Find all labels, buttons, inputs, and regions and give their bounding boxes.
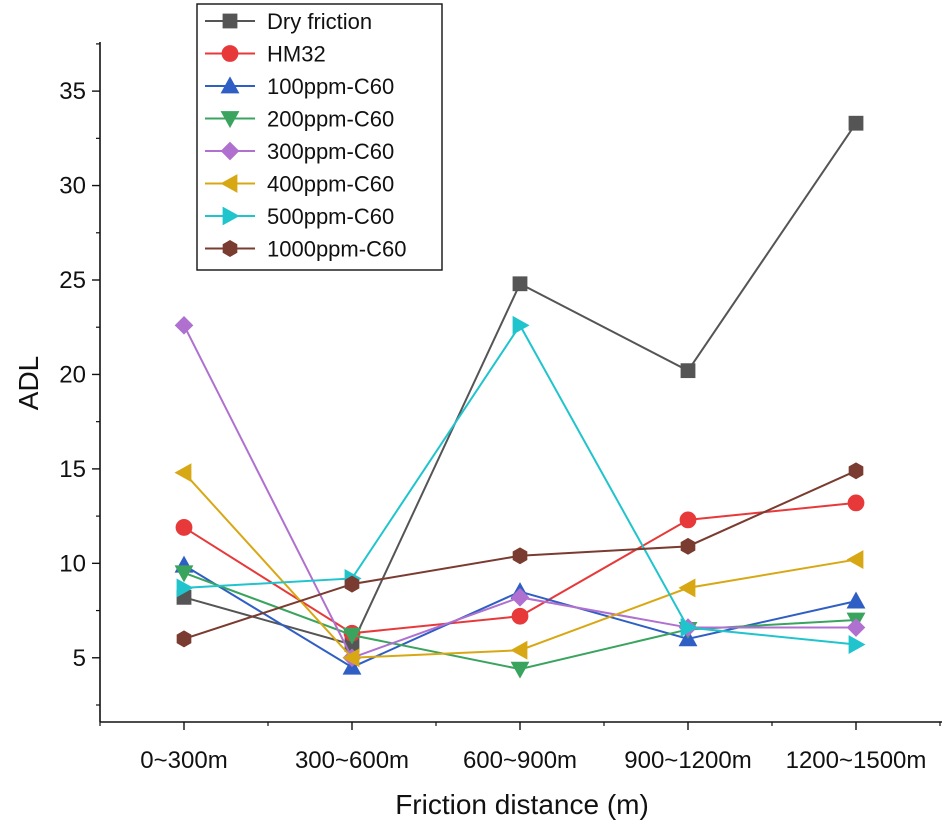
legend-label: 400ppm-C60 <box>267 172 394 197</box>
data-point <box>512 315 530 335</box>
y-axis-title: ADL <box>13 356 44 410</box>
y-tick-label: 15 <box>59 456 86 483</box>
x-axis-title: Friction distance (m) <box>395 789 649 820</box>
data-point <box>175 519 193 536</box>
legend-item: 400ppm-C60 <box>205 172 394 197</box>
series-1000ppm-c60 <box>176 462 864 648</box>
legend-label: HM32 <box>267 42 326 67</box>
series-500ppm-c60 <box>176 315 866 654</box>
data-point <box>680 618 698 637</box>
legend-marker <box>222 206 240 226</box>
legend-item: Dry friction <box>205 9 372 34</box>
data-point <box>848 635 866 654</box>
data-point <box>510 640 528 660</box>
series-hm32 <box>175 494 865 642</box>
legend-item: 100ppm-C60 <box>205 74 394 99</box>
y-tick-label: 30 <box>59 173 86 200</box>
x-tick-label: 300~600m <box>295 747 409 774</box>
y-tick-label: 25 <box>59 267 86 294</box>
x-tick-label: 900~1200m <box>624 747 751 774</box>
data-point <box>512 547 528 565</box>
legend-label: 200ppm-C60 <box>267 107 394 132</box>
legend-label: 1000ppm-C60 <box>267 237 406 262</box>
x-tick-label: 1200~1500m <box>786 747 927 774</box>
x-tick-label: 0~300m <box>140 747 227 774</box>
data-point <box>680 537 696 555</box>
data-point <box>511 607 529 625</box>
data-point <box>680 363 696 379</box>
data-point <box>176 630 192 648</box>
data-point <box>512 276 528 292</box>
legend-marker <box>220 141 240 161</box>
legend-item: 1000ppm-C60 <box>205 237 406 262</box>
legend-item: HM32 <box>205 42 326 67</box>
legend-marker <box>222 13 238 29</box>
axes: 5 10 15 20 25 30 35 0~300m 300~600m 600~900m 900~1… <box>59 42 942 774</box>
legend-marker <box>220 76 240 94</box>
data-point <box>848 462 864 480</box>
legend-label: Dry friction <box>267 9 372 34</box>
data-point <box>679 511 697 529</box>
data-point <box>174 463 192 483</box>
data-point <box>342 627 362 645</box>
legend-item: 200ppm-C60 <box>205 107 394 132</box>
data-point <box>342 648 360 668</box>
series-layer <box>174 115 866 679</box>
data-point <box>174 316 194 335</box>
legend-label: 500ppm-C60 <box>267 204 394 229</box>
legend-item: 500ppm-C60 <box>205 204 394 229</box>
y-tick-label: 35 <box>59 78 86 105</box>
data-point <box>846 550 864 569</box>
data-point <box>847 494 865 512</box>
data-point <box>510 588 530 607</box>
data-point <box>678 578 696 598</box>
legend-marker <box>220 111 240 129</box>
y-tick-label: 10 <box>59 550 86 577</box>
legend-marker <box>220 174 238 193</box>
legend-label: 300ppm-C60 <box>267 139 394 164</box>
data-point <box>846 618 866 637</box>
series-400ppm-c60 <box>174 463 864 668</box>
legend-item: 300ppm-C60 <box>205 139 394 164</box>
y-tick-label: 5 <box>73 645 86 672</box>
y-tick-label: 20 <box>59 361 86 388</box>
data-point <box>344 575 360 593</box>
data-point <box>848 115 864 131</box>
legend: Dry friction HM32 100ppm-C60 200ppm-C60 300p… <box>196 3 443 271</box>
data-point <box>846 591 866 609</box>
x-tick-label: 600~900m <box>463 747 577 774</box>
legend-marker <box>221 45 239 62</box>
data-point <box>174 565 194 583</box>
legend-box <box>196 3 443 271</box>
data-point <box>510 661 530 679</box>
data-point <box>176 578 194 598</box>
series-line <box>183 471 857 659</box>
legend-marker <box>222 240 238 257</box>
legend-label: 100ppm-C60 <box>267 74 394 99</box>
